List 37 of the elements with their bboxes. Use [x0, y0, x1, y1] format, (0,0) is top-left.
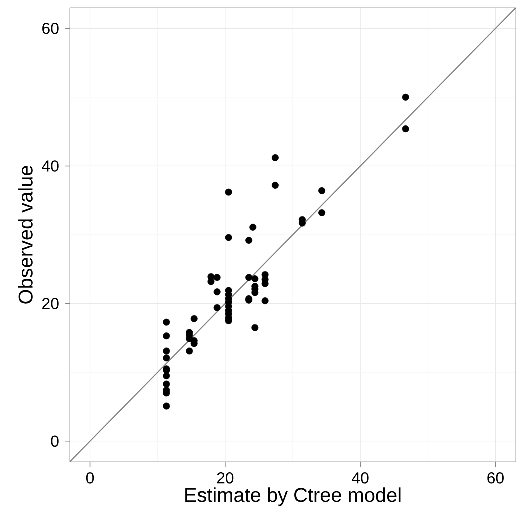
point	[246, 237, 253, 244]
point	[163, 372, 170, 380]
point	[225, 188, 232, 196]
point	[163, 354, 170, 362]
point	[163, 332, 170, 340]
point	[225, 234, 232, 242]
point	[252, 324, 259, 332]
point	[208, 278, 215, 286]
point	[214, 288, 221, 296]
point	[318, 187, 326, 194]
x-tick-label: 40	[352, 472, 369, 484]
point	[402, 126, 410, 133]
point	[246, 274, 253, 282]
point	[214, 304, 221, 312]
y-tick-label: 20	[42, 298, 59, 310]
point	[190, 315, 198, 322]
x-tick-label: 60	[488, 472, 504, 484]
point	[163, 318, 170, 326]
y-tick-label: 60	[42, 23, 59, 34]
point	[186, 348, 194, 355]
point	[272, 154, 279, 162]
y-tick-label: 40	[42, 160, 59, 172]
point	[402, 94, 410, 101]
x-tick-label: 0	[86, 472, 94, 484]
point	[318, 209, 326, 216]
point	[163, 380, 170, 388]
y-axis-title: Observed value	[18, 166, 33, 304]
point	[252, 276, 259, 283]
point	[272, 182, 279, 189]
point	[163, 402, 170, 410]
point	[262, 298, 269, 305]
point	[250, 224, 257, 231]
x-axis-title: Estimate by Ctree model	[186, 488, 401, 506]
y-tick-label: 0	[51, 436, 59, 448]
point	[214, 274, 221, 282]
point	[163, 348, 170, 355]
x-tick-label: 20	[217, 472, 234, 484]
